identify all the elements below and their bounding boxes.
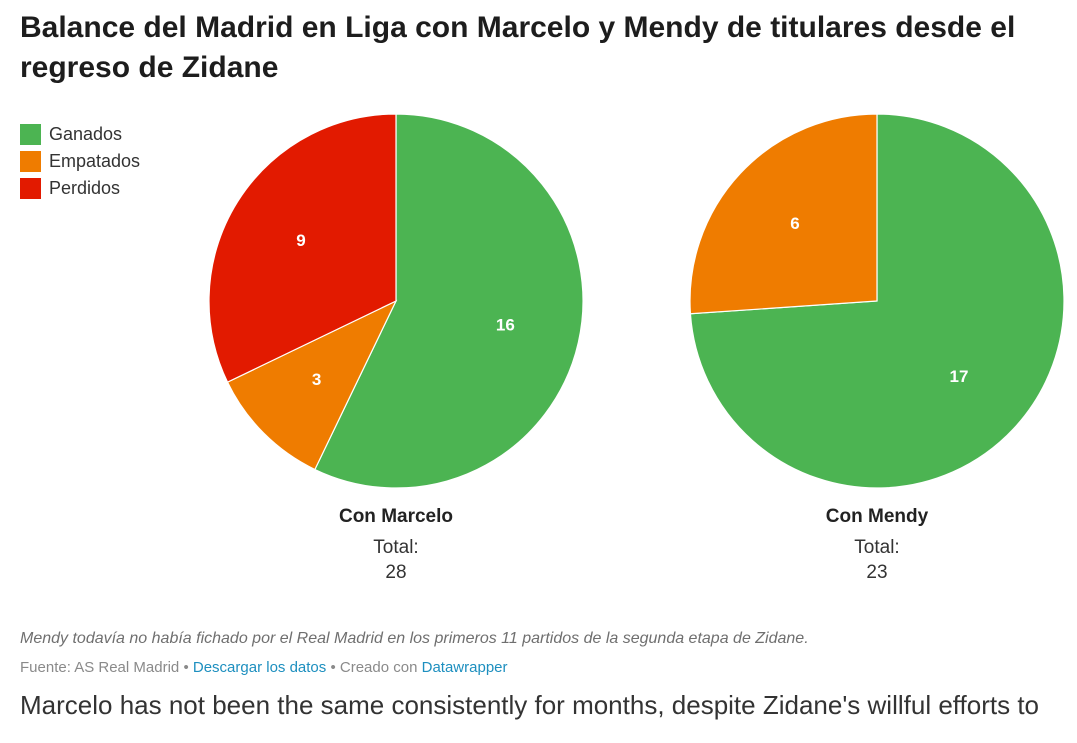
tool-link[interactable]: Datawrapper [421, 659, 508, 676]
chart-note: Mendy todavía no había fichado por el Re… [20, 630, 809, 647]
slice-label: 16 [496, 315, 515, 334]
pie-name: Con Marcelo [339, 506, 453, 527]
legend-label: Empatados [49, 151, 140, 171]
slice-label: 6 [790, 214, 799, 233]
pie-slice [208, 113, 397, 383]
legend-label: Ganados [49, 124, 122, 144]
source-line: Fuente: AS Real Madrid • Descargar los d… [20, 659, 508, 676]
pie-name: Con Mendy [826, 506, 929, 527]
total-label: Total: [373, 537, 418, 558]
chart-title: Balance del Madrid en Liga con Marcelo y… [20, 11, 1016, 84]
pie-slice [689, 113, 878, 315]
legend-swatch [20, 178, 41, 199]
legend-label: Perdidos [49, 178, 120, 198]
legend-swatch [20, 151, 41, 172]
article-text: Marcelo has not been the same consistent… [20, 690, 1040, 720]
total-value: 28 [385, 562, 406, 583]
total-label: Total: [854, 537, 899, 558]
total-value: 23 [866, 562, 887, 583]
created-with: Creado con [339, 659, 418, 676]
slice-label: 17 [950, 367, 969, 386]
slice-label: 3 [312, 370, 321, 389]
pie-slice [226, 299, 398, 471]
slice-label: 9 [296, 231, 305, 250]
separator: • [330, 659, 336, 676]
pie-slice [314, 113, 584, 489]
separator: • [183, 659, 189, 676]
source: Fuente: AS Real Madrid [20, 659, 180, 676]
download-link[interactable]: Descargar los datos [192, 659, 327, 676]
legend-swatch [20, 124, 41, 145]
